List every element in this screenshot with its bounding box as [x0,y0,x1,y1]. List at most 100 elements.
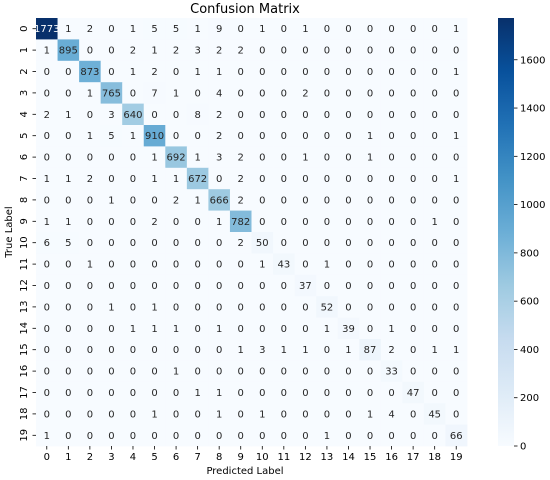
cell-value-label: 0 [65,153,71,164]
heatmap-cell [380,424,403,447]
cell-value-label: 0 [453,195,459,206]
cell-value-label: 0 [173,388,179,399]
heatmap-cell [208,317,231,340]
cell-value-label: 0 [431,153,437,164]
heatmap-cell [143,232,166,254]
heatmap-cell [402,403,425,425]
heatmap-cell [316,317,339,340]
heatmap-cell [359,424,382,447]
cell-value-label: 1 [151,409,157,420]
cell-value-label: 0 [453,110,459,121]
heatmap-cell [402,317,425,340]
cell-value-label: 1 [194,388,200,399]
cell-value-label: 0 [410,431,416,442]
y-tick-label: 19 [19,429,30,442]
cell-value-label: 1 [44,174,50,185]
cell-value-label: 0 [345,24,351,35]
cell-value-label: 0 [87,238,93,249]
heatmap-cell [57,18,80,40]
heatmap-cell [165,253,188,276]
cell-value-label: 0 [238,431,244,442]
heatmap-cell [143,39,166,62]
heatmap-cell [423,189,446,211]
cell-value-label: 1 [324,431,330,442]
cell-value-label: 5 [65,238,71,249]
cell-value-label: 0 [345,302,351,313]
heatmap-cell [445,103,468,126]
heatmap-cell [423,210,446,233]
cell-value-label: 0 [259,131,265,142]
heatmap-cell [208,60,231,83]
heatmap-cell [143,296,166,318]
cell-value-label: 0 [367,238,373,249]
cell-value-label: 1 [151,153,157,164]
heatmap-cell [143,424,166,447]
heatmap-cell [229,232,252,254]
cell-value-label: 0 [324,153,330,164]
cell-value-label: 0 [87,388,93,399]
cell-value-label: 50 [256,238,269,249]
heatmap-cell [57,210,80,233]
heatmap-cell [79,317,102,340]
cell-value-label: 0 [44,367,50,378]
cell-value-label: 1 [151,46,157,57]
heatmap-cell [229,274,252,297]
x-tick-label: 12 [299,452,312,463]
heatmap-cell [79,60,102,83]
cell-value-label: 0 [367,46,373,57]
cell-value-label: 0 [194,217,200,228]
cell-value-label: 0 [410,195,416,206]
heatmap-cell [186,403,209,425]
cell-value-label: 0 [431,195,437,206]
cell-value-label: 0 [216,302,222,313]
y-tick-label: 5 [19,133,30,139]
heatmap-cell [186,296,209,318]
x-tick-label: 11 [277,452,290,463]
cell-value-label: 0 [65,409,71,420]
heatmap-cell [79,125,102,147]
cell-value-label: 0 [238,260,244,271]
cell-value-label: 0 [410,110,416,121]
heatmap-cell [273,125,295,147]
cell-value-label: 0 [87,324,93,335]
heatmap-cell [423,39,446,62]
cell-value-label: 0 [238,388,244,399]
cell-value-label: 0 [194,431,200,442]
heatmap-cell [186,339,209,361]
heatmap-cell [337,125,360,147]
heatmap-cell [57,146,80,169]
cell-value-label: 3 [108,110,114,121]
heatmap-cell [208,360,231,383]
heatmap-cell [208,146,231,169]
heatmap-cell [251,253,274,276]
heatmap-cell [57,103,80,126]
heatmap-cell [251,39,274,62]
heatmap-cell [316,274,339,297]
y-tick-label: 2 [19,68,30,74]
cell-value-label: 0 [108,324,114,335]
heatmap-cell [359,39,382,62]
heatmap-cell [208,339,231,361]
cell-value-label: 1 [324,260,330,271]
heatmap-cell [251,18,274,40]
cell-value-label: 1 [259,409,265,420]
colorbar-tick-label: 200 [520,393,539,404]
heatmap-cell [445,82,468,104]
cell-value-label: 0 [410,409,416,420]
cell-value-label: 0 [345,367,351,378]
x-tick-label: 2 [87,452,93,463]
cell-value-label: 0 [259,153,265,164]
heatmap-cell [79,103,102,126]
heatmap-cell [273,403,295,425]
cell-value-label: 0 [345,217,351,228]
heatmap-cell [165,60,188,83]
cell-value-label: 0 [151,110,157,121]
cell-value-label: 0 [345,260,351,271]
heatmap-cell [445,296,468,318]
heatmap-cell [359,317,382,340]
cell-value-label: 0 [431,324,437,335]
heatmap-cell [423,146,446,169]
heatmap-cell [165,317,188,340]
heatmap-cell [229,317,252,340]
cell-value-label: 0 [345,195,351,206]
